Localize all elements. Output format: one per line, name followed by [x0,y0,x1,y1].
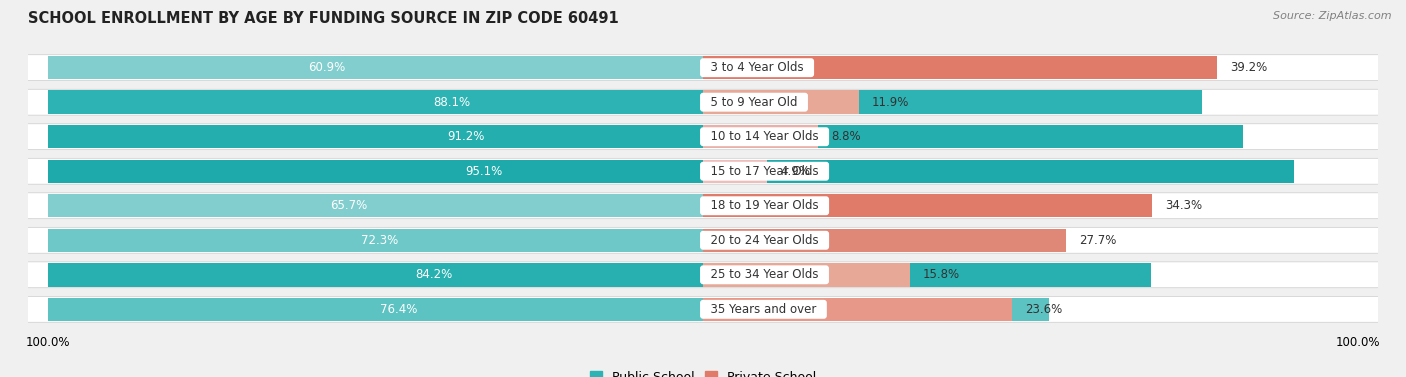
Bar [703,194,1153,218]
Text: 15.8%: 15.8% [924,268,960,281]
Text: 65.7%: 65.7% [330,199,368,212]
FancyBboxPatch shape [13,262,1393,288]
Text: 3 to 4 Year Olds: 3 to 4 Year Olds [703,61,811,74]
FancyBboxPatch shape [13,124,1393,150]
Text: 5 to 9 Year Old: 5 to 9 Year Old [703,96,806,109]
Text: 8.8%: 8.8% [831,130,860,143]
Text: 88.1%: 88.1% [433,96,471,109]
Text: Source: ZipAtlas.com: Source: ZipAtlas.com [1274,11,1392,21]
Text: 34.3%: 34.3% [1166,199,1202,212]
Bar [48,56,846,80]
FancyBboxPatch shape [13,55,1393,81]
FancyBboxPatch shape [13,296,1393,322]
FancyBboxPatch shape [13,227,1393,253]
Bar [703,159,768,183]
Bar [48,90,1202,114]
Text: 95.1%: 95.1% [465,165,502,178]
Text: 39.2%: 39.2% [1230,61,1267,74]
Text: 23.6%: 23.6% [1025,303,1063,316]
Text: 27.7%: 27.7% [1078,234,1116,247]
FancyBboxPatch shape [13,158,1393,184]
Text: 91.2%: 91.2% [447,130,485,143]
Text: SCHOOL ENROLLMENT BY AGE BY FUNDING SOURCE IN ZIP CODE 60491: SCHOOL ENROLLMENT BY AGE BY FUNDING SOUR… [28,11,619,26]
Bar [48,194,908,218]
Text: 84.2%: 84.2% [415,268,453,281]
Text: 72.3%: 72.3% [361,234,398,247]
FancyBboxPatch shape [13,89,1393,115]
Text: 20 to 24 Year Olds: 20 to 24 Year Olds [703,234,827,247]
Bar [703,297,1012,321]
Text: 10 to 14 Year Olds: 10 to 14 Year Olds [703,130,827,143]
Bar [48,263,1152,287]
Text: 4.9%: 4.9% [780,165,810,178]
Bar [48,159,1294,183]
Bar [48,125,1243,149]
Text: 18 to 19 Year Olds: 18 to 19 Year Olds [703,199,827,212]
Text: 60.9%: 60.9% [308,61,346,74]
Legend: Public School, Private School: Public School, Private School [585,366,821,377]
Bar [703,90,859,114]
Bar [48,297,1049,321]
Text: 25 to 34 Year Olds: 25 to 34 Year Olds [703,268,825,281]
Bar [703,228,1066,252]
FancyBboxPatch shape [13,193,1393,219]
Bar [48,228,995,252]
Text: 35 Years and over: 35 Years and over [703,303,824,316]
Bar [703,263,910,287]
Text: 76.4%: 76.4% [380,303,416,316]
Bar [703,125,818,149]
Text: 15 to 17 Year Olds: 15 to 17 Year Olds [703,165,827,178]
Bar [703,56,1216,80]
Text: 11.9%: 11.9% [872,96,910,109]
